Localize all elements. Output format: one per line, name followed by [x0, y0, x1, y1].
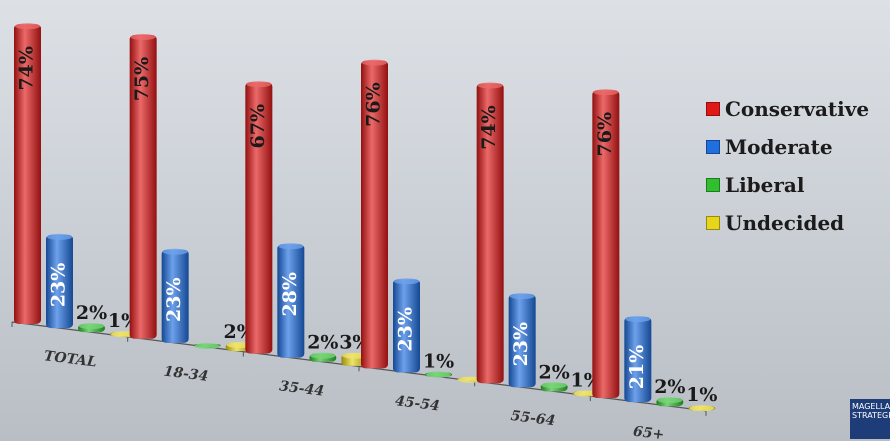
- bar-cap: [15, 23, 40, 30]
- bar-moderate-55-64: [508, 294, 536, 388]
- bar-moderate-total: [46, 234, 73, 329]
- legend-swatch: [706, 178, 720, 192]
- bar-cap: [426, 371, 451, 378]
- data-label: 28%: [279, 272, 301, 317]
- bar-cap: [541, 382, 567, 389]
- bar-cap: [194, 342, 220, 349]
- bar-cap: [477, 82, 503, 89]
- bar-cap: [130, 34, 156, 41]
- data-label: 74%: [478, 105, 500, 150]
- data-label: 76%: [363, 82, 385, 127]
- legend-label: Moderate: [725, 135, 833, 159]
- x-tick-label: TOTAL: [43, 348, 98, 370]
- bar-cap: [362, 59, 387, 66]
- bar-conservative-65+: [592, 90, 620, 399]
- x-tick-label: 55-64: [510, 408, 556, 429]
- legend-label: Conservative: [725, 97, 870, 121]
- data-label: 1%: [423, 351, 454, 373]
- x-tick-label: 45-54: [394, 393, 440, 414]
- data-label: 76%: [594, 112, 616, 157]
- data-label: 74%: [16, 46, 38, 91]
- bar-cap: [394, 278, 419, 285]
- data-label: 2%: [539, 361, 570, 383]
- legend-item-undecided: Undecided: [706, 208, 869, 238]
- bar-cap: [657, 397, 683, 404]
- data-label: 23%: [510, 322, 532, 367]
- bar-conservative-55-64: [476, 83, 504, 384]
- bar-cap: [625, 316, 651, 323]
- data-label: 2%: [76, 302, 107, 324]
- bar-moderate-65+: [624, 317, 652, 403]
- bar-cap: [47, 233, 72, 240]
- legend-item-moderate: Moderate: [706, 132, 869, 162]
- legend-label: Undecided: [725, 211, 845, 235]
- bar-cap: [310, 352, 336, 359]
- data-label: 2%: [654, 376, 685, 398]
- bar-conservative-18-34: [129, 35, 157, 339]
- data-label: 21%: [626, 345, 648, 390]
- data-label: 2%: [307, 332, 338, 354]
- x-tick-label: 18-34: [163, 364, 209, 385]
- bar-moderate-45-54: [393, 279, 420, 373]
- bar-cap: [593, 89, 619, 96]
- bar-cap: [689, 405, 715, 412]
- legend-item-conservative: Conservative: [706, 94, 869, 124]
- data-label: 23%: [163, 277, 185, 322]
- bar-cap: [246, 81, 272, 88]
- x-tick-label: 65+: [632, 424, 665, 441]
- data-label: 1%: [686, 384, 717, 406]
- bar-moderate-35-44: [277, 244, 305, 358]
- company-logo: MAGELLAN STRATEGIES: [850, 399, 890, 439]
- legend-item-liberal: Liberal: [706, 170, 869, 200]
- legend-swatch: [706, 216, 720, 230]
- data-label: 23%: [48, 263, 70, 308]
- bar-conservative-45-54: [361, 60, 388, 369]
- legend: Conservative Moderate Liberal Undecided: [706, 94, 869, 246]
- bar-cap: [509, 293, 535, 300]
- legend-label: Liberal: [725, 173, 805, 197]
- bar-conservative-35-44: [245, 82, 273, 354]
- x-tick-label: 35-44: [278, 378, 324, 399]
- bar-cap: [278, 243, 304, 250]
- bar-cap: [162, 248, 188, 255]
- data-label: 75%: [131, 57, 153, 102]
- legend-swatch: [706, 102, 720, 116]
- bar-cap: [79, 323, 104, 330]
- bar-conservative-total: [14, 24, 41, 324]
- data-label: 67%: [247, 104, 269, 148]
- data-label: 23%: [395, 307, 417, 352]
- legend-swatch: [706, 140, 720, 154]
- bar-moderate-18-34: [161, 249, 189, 343]
